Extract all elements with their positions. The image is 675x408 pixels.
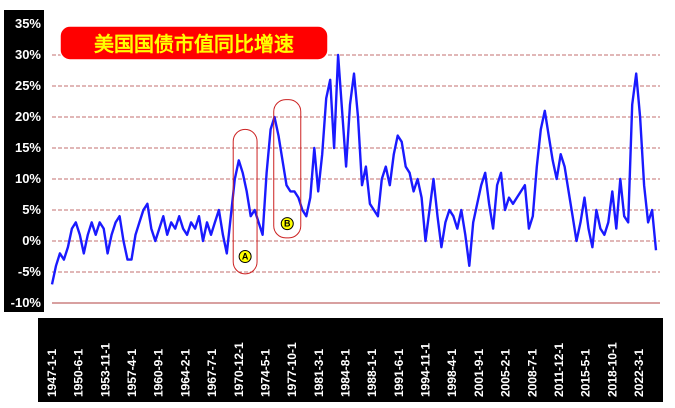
x-tick-label: 1998-4-1 bbox=[445, 349, 459, 397]
left-axis-panel bbox=[4, 10, 44, 312]
x-tick-label: 1960-9-1 bbox=[152, 349, 166, 397]
x-tick-label: 2022-3-1 bbox=[632, 349, 646, 397]
annotation-label: B bbox=[284, 219, 291, 229]
series-layer bbox=[50, 53, 658, 285]
x-tick-label: 2018-10-1 bbox=[605, 342, 619, 397]
annotation-label: A bbox=[242, 252, 249, 262]
y-tick-label: 5% bbox=[22, 202, 41, 217]
x-tick-label: 1967-7-1 bbox=[205, 349, 219, 397]
bottom-axis-panel bbox=[38, 318, 663, 402]
x-tick-label: 2015-5-1 bbox=[579, 349, 593, 397]
x-tick-label: 1974-5-1 bbox=[258, 349, 272, 397]
x-tick-label: 2008-7-1 bbox=[525, 349, 539, 397]
y-tick-label: 15% bbox=[15, 140, 41, 155]
x-tick-label: 1970-12-1 bbox=[232, 342, 246, 397]
x-tick-label: 1957-4-1 bbox=[125, 349, 139, 397]
x-tick-label: 1947-1-1 bbox=[45, 349, 59, 397]
annotation-marker-b bbox=[280, 217, 294, 231]
y-tick-label: 0% bbox=[22, 233, 41, 248]
annotation-box-a bbox=[232, 128, 258, 275]
x-tick-label: 1981-3-1 bbox=[312, 349, 326, 397]
title-box: 美国国债市值同比增速 bbox=[59, 25, 329, 61]
plot-area bbox=[52, 24, 660, 303]
y-tick-label: 30% bbox=[15, 47, 41, 62]
y-tick-label: 20% bbox=[15, 109, 41, 124]
y-tick-label: -5% bbox=[18, 264, 42, 279]
y-axis-ticks: 35% 30% 25% 20% 15% 10% 5% 0% -5% -10% bbox=[11, 16, 42, 310]
y-tick-label: 25% bbox=[15, 78, 41, 93]
series-line bbox=[50, 53, 658, 285]
x-tick-label: 1950-6-1 bbox=[72, 349, 86, 397]
annotation-box-b bbox=[273, 99, 302, 239]
y-tick-label: -10% bbox=[11, 295, 42, 310]
x-tick-label: 1984-8-1 bbox=[339, 349, 353, 397]
x-axis-ticks: 1947-1-1 1950-6-1 1953-11-1 1957-4-1 1960-9-… bbox=[45, 342, 646, 397]
x-tick-label: 1988-1-1 bbox=[365, 349, 379, 397]
x-tick-label: 2011-12-1 bbox=[552, 343, 566, 397]
x-tick-label: 1953-11-1 bbox=[98, 343, 112, 397]
x-tick-label: 1994-11-1 bbox=[419, 343, 433, 397]
chart-title: 美国国债市值同比增速 bbox=[94, 32, 294, 56]
x-tick-label: 2001-9-1 bbox=[472, 349, 486, 397]
grid bbox=[52, 54, 660, 304]
x-tick-label: 1977-10-1 bbox=[285, 342, 299, 397]
annotations: AB bbox=[232, 99, 302, 275]
x-tick-label: 2005-2-1 bbox=[499, 349, 513, 397]
y-tick-label: 10% bbox=[15, 171, 41, 186]
annotation-marker-a bbox=[238, 250, 252, 263]
title-background bbox=[59, 25, 329, 61]
x-tick-label: 1991-6-1 bbox=[392, 349, 406, 397]
y-tick-label: 35% bbox=[15, 16, 41, 31]
x-tick-label: 1964-2-1 bbox=[178, 349, 192, 397]
